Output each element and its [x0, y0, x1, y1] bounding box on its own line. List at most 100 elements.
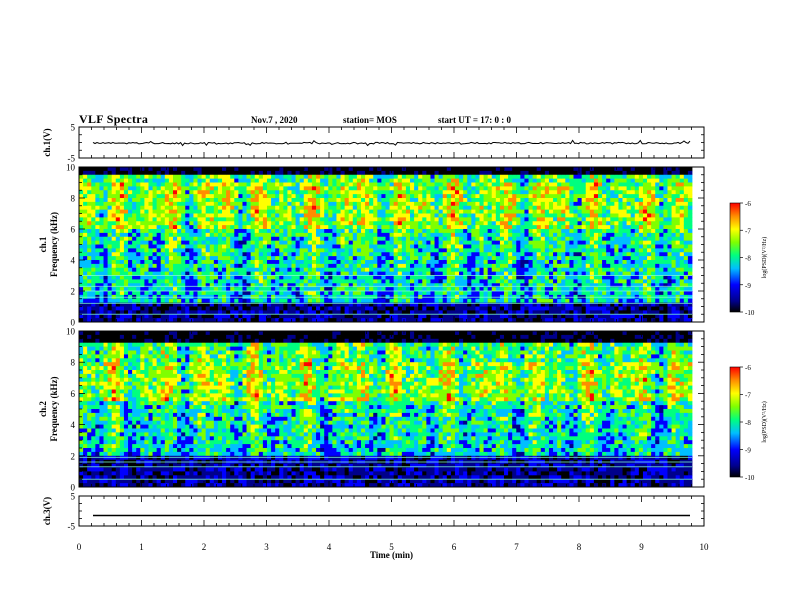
spectrogram-cell: [499, 306, 505, 311]
spectrogram-cell: [430, 178, 435, 183]
spectrogram-cell: [528, 306, 534, 311]
spectrogram-cell: [410, 291, 415, 296]
spectrogram-cell: [140, 287, 145, 292]
spectrogram-cell: [271, 263, 276, 269]
spectrogram-cell: [226, 229, 231, 234]
spectrogram-cell: [377, 318, 382, 323]
spectrogram-cell: [209, 190, 215, 195]
spectrogram-cell: [577, 198, 583, 203]
spectrogram-cell: [528, 244, 534, 249]
spectrogram-cell: [226, 318, 231, 323]
spectrogram-cell: [291, 271, 296, 276]
spectrogram-cell: [446, 248, 452, 253]
spectrogram-cell: [426, 248, 431, 253]
spectrogram-cell: [234, 260, 239, 265]
spectrogram-cell: [79, 248, 84, 253]
spectrogram-cell: [536, 279, 542, 284]
spectrogram-cell: [389, 302, 395, 307]
spectrogram-cell: [393, 209, 399, 214]
spectrogram-cell: [316, 252, 321, 257]
spectrogram-cell: [393, 283, 399, 288]
spectrogram-cell: [279, 287, 284, 292]
spectrogram-cell: [250, 221, 256, 226]
spectrogram-cell: [132, 260, 137, 265]
spectrogram-cell: [213, 298, 219, 304]
spectrogram-cell: [160, 252, 166, 257]
spectrogram-cell: [467, 205, 472, 211]
spectrogram-cell: [528, 248, 534, 253]
spectrogram-cell: [499, 302, 505, 307]
spectrogram-cell: [532, 209, 538, 214]
spectrogram-cell: [561, 201, 566, 207]
spectrogram-cell: [250, 209, 256, 214]
spectrogram-cell: [230, 248, 235, 253]
spectrogram-cell: [254, 291, 260, 296]
spectrogram-cell: [156, 306, 162, 311]
spectrogram-cell: [540, 318, 546, 323]
spectrogram-cell: [487, 314, 493, 319]
spectrogram-cell: [508, 209, 513, 214]
spectrogram-cell: [332, 182, 337, 187]
spectrogram-cell: [454, 198, 460, 203]
spectrogram-cell: [283, 174, 288, 180]
spectrogram-cell: [320, 167, 325, 172]
spectrogram-cell: [262, 236, 268, 242]
spectrogram-cell: [242, 271, 247, 276]
spectrogram-cell: [324, 229, 329, 234]
spectrogram-cell: [148, 267, 153, 273]
spectrogram-cell: [405, 252, 411, 257]
spectrogram-cell: [410, 275, 415, 280]
spectrogram-cell: [442, 201, 448, 207]
spectrogram-cell: [479, 167, 484, 172]
spectrogram-cell: [569, 217, 574, 222]
spectrogram-cell: [459, 302, 464, 307]
spectrogram-cell: [291, 302, 296, 307]
spectrogram-cell: [577, 252, 583, 257]
spectrogram-cell: [246, 306, 252, 311]
spectrogram-cell: [119, 310, 125, 315]
spectrogram-cell: [454, 318, 460, 323]
spectrogram-cell: [164, 260, 170, 265]
spectrogram-cell: [536, 283, 542, 288]
spectrogram-cell: [140, 263, 145, 269]
spectrogram-cell: [512, 252, 517, 257]
spectrogram-cell: [414, 252, 419, 257]
spectrogram-cell: [438, 291, 444, 296]
spectrogram-cell: [381, 283, 386, 288]
spectrogram-cell: [487, 310, 493, 315]
spectrogram-cell: [577, 186, 583, 191]
spectrogram-cell: [434, 174, 440, 180]
spectrogram-cell: [275, 225, 280, 230]
spectrogram-cell: [181, 232, 186, 238]
spectrogram-cell: [250, 174, 256, 180]
spectrogram-cell: [201, 267, 207, 273]
spectrogram-cell: [328, 252, 333, 257]
spectrogram-cell: [328, 225, 333, 230]
spectrogram-cell: [528, 275, 534, 280]
spectrogram-cell: [226, 178, 231, 183]
spectrogram-cell: [144, 310, 149, 315]
spectrogram-cell: [548, 198, 554, 203]
spectrogram-cell: [524, 236, 529, 242]
spectrogram-cell: [303, 240, 309, 245]
spectrogram-cell: [422, 225, 427, 230]
spectrogram-cell: [258, 170, 264, 176]
spectrogram-cell: [295, 263, 301, 269]
spectrogram-cell: [271, 306, 276, 311]
spectrogram-cell: [377, 174, 382, 180]
spectrogram-cell: [348, 170, 354, 176]
spectrogram-cell: [344, 190, 350, 195]
spectrogram-cell: [344, 182, 350, 187]
spectrogram-cell: [426, 209, 431, 214]
spectrogram-cell: [520, 182, 525, 187]
spectrogram-cell: [405, 267, 411, 273]
spectrogram-cell: [434, 182, 440, 187]
spectrogram-cell: [226, 213, 231, 218]
spectrogram-cell: [91, 170, 96, 176]
spectrogram-cell: [99, 194, 104, 199]
spectrogram-cell: [87, 271, 92, 276]
spectrogram-cell: [410, 298, 415, 304]
spectrogram-cell: [504, 310, 509, 315]
spectrogram-cell: [381, 198, 386, 203]
spectrogram-cell: [422, 279, 427, 284]
